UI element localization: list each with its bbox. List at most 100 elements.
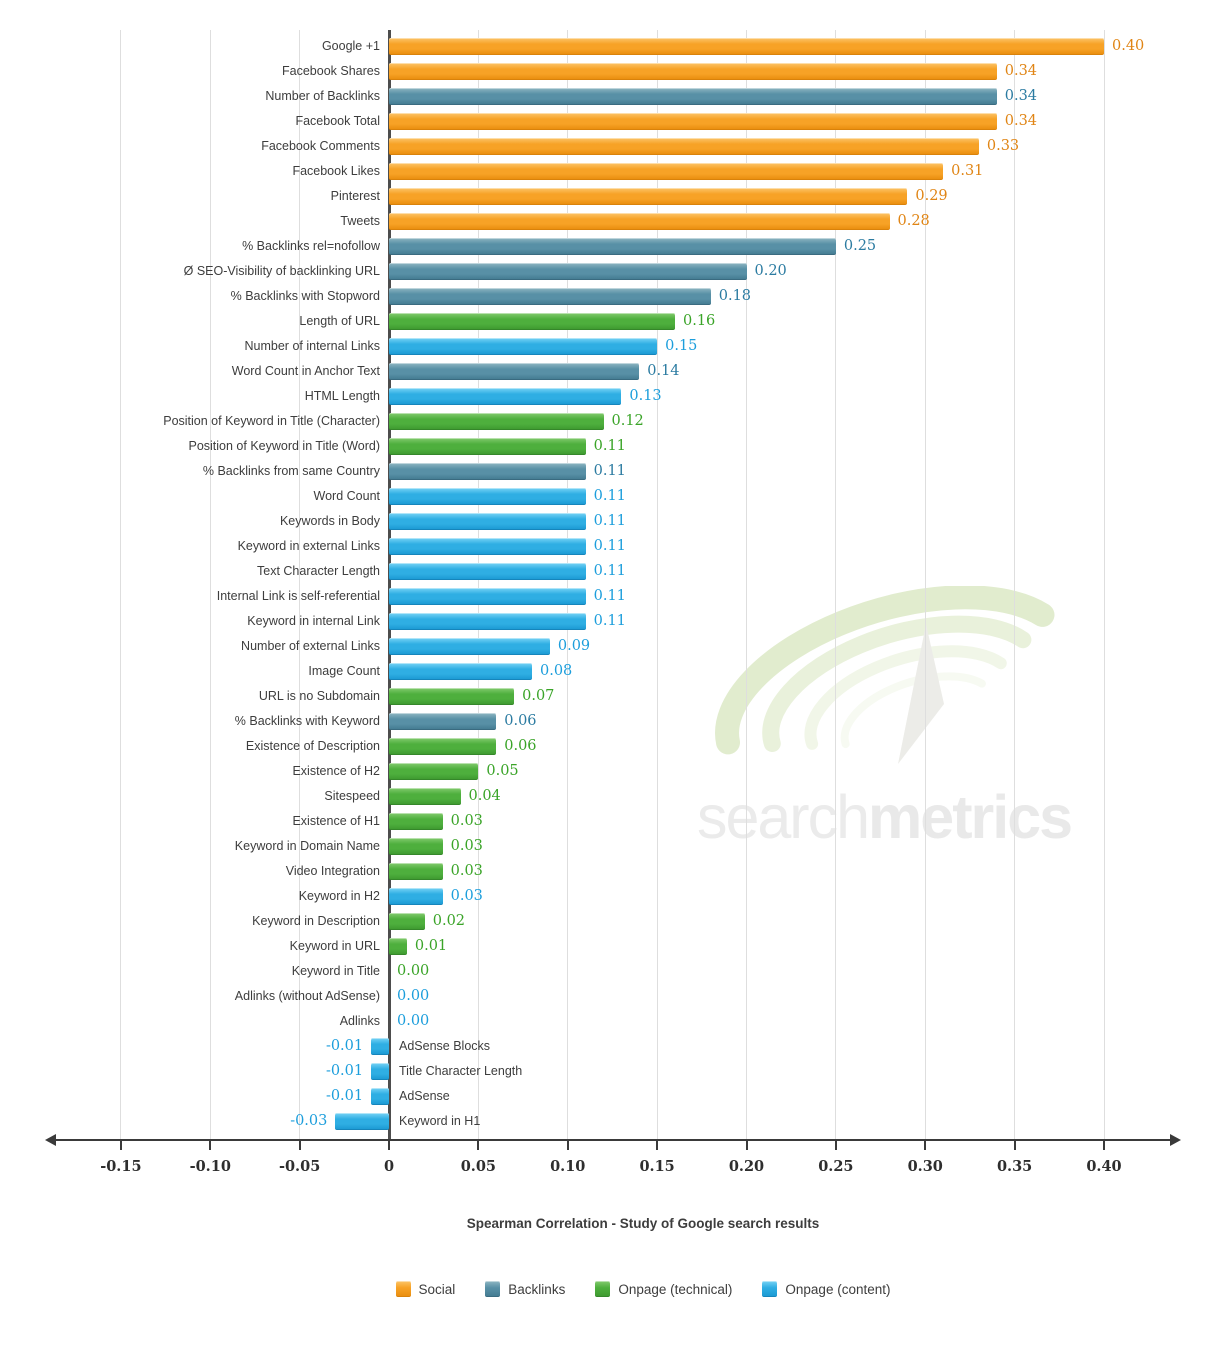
watermark-text-light: search (696, 783, 870, 851)
category-label: Keywords in Body (279, 513, 380, 528)
bar (371, 1062, 389, 1080)
legend-label: Social (418, 1281, 456, 1297)
gridline (1014, 30, 1016, 1139)
category-label: Pinterest (330, 188, 380, 203)
bar (389, 712, 497, 730)
category-label: Position of Keyword in Title (Word) (188, 438, 380, 453)
value-label: 0.34 (1004, 87, 1038, 104)
value-label: 0.13 (629, 387, 662, 404)
x-axis-tick (119, 1140, 122, 1150)
bar (389, 637, 550, 655)
bar (389, 762, 479, 780)
value-label: 0.03 (450, 812, 483, 829)
value-label: -0.01 (325, 1087, 364, 1104)
bar (389, 37, 1104, 55)
bar (389, 437, 586, 455)
value-label: -0.01 (325, 1062, 364, 1079)
bar (389, 512, 586, 530)
value-label: 0.03 (450, 862, 483, 879)
value-label: 0.03 (450, 887, 483, 904)
bar (389, 112, 997, 130)
bar (389, 587, 586, 605)
category-label: Existence of Description (245, 738, 380, 753)
category-label: Number of internal Links (244, 338, 380, 353)
bar (389, 862, 443, 880)
category-label: Facebook Shares (282, 63, 380, 78)
bar (389, 837, 443, 855)
bar (389, 462, 586, 480)
legend-item-onpage_technical: Onpage (technical) (595, 1281, 732, 1297)
value-label: 0.16 (683, 312, 716, 329)
category-label: Number of Backlinks (265, 88, 380, 103)
value-label: 0.11 (593, 587, 626, 604)
x-axis-tick (388, 1140, 390, 1150)
category-label: % Backlinks from same Country (202, 463, 380, 478)
legend-label: Onpage (content) (785, 1281, 891, 1297)
bar (389, 787, 461, 805)
x-axis-tick (745, 1140, 748, 1150)
category-label: Image Count (308, 663, 380, 678)
bar (371, 1087, 389, 1105)
value-label: 0.06 (504, 712, 537, 729)
watermark-text-bold: metrics (868, 783, 1073, 851)
bar (389, 62, 997, 80)
x-axis-tick-label: 0.20 (728, 1158, 765, 1175)
x-axis-tick (656, 1140, 659, 1150)
category-label: Sitespeed (324, 788, 380, 803)
value-label: 0.18 (718, 287, 752, 304)
value-label: 0.11 (593, 562, 626, 579)
bar (389, 912, 425, 930)
bar (389, 737, 497, 755)
legend-label: Onpage (technical) (618, 1281, 733, 1297)
category-label: Facebook Total (295, 113, 380, 128)
category-label: Keyword in external Links (237, 538, 380, 553)
x-axis-tick-label: -0.05 (278, 1158, 321, 1175)
bar (389, 537, 586, 555)
legend-item-onpage_content: Onpage (content) (762, 1281, 890, 1297)
bar (389, 662, 532, 680)
category-label: % Backlinks rel=nofollow (242, 238, 380, 253)
value-label: 0.00 (397, 1012, 430, 1029)
gridline (924, 30, 926, 1139)
legend-item-social: Social (395, 1281, 456, 1297)
category-label: AdSense Blocks (399, 1038, 491, 1053)
gridline (567, 30, 569, 1139)
value-label: 0.04 (468, 787, 501, 804)
value-label: 0.25 (843, 237, 877, 254)
legend-swatch-social (395, 1281, 411, 1297)
x-axis-tick-label: 0.30 (907, 1158, 943, 1175)
x-axis-tick (566, 1140, 569, 1150)
value-label: 0.34 (1004, 62, 1038, 79)
category-label: Text Character Length (257, 563, 380, 578)
bar (389, 337, 658, 355)
bar (389, 887, 443, 905)
category-label: Length of URL (299, 313, 380, 328)
x-axis-tick (1103, 1140, 1105, 1150)
bar (371, 1037, 389, 1055)
value-label: 0.11 (593, 612, 626, 629)
x-axis-tick-label: -0.10 (189, 1158, 231, 1175)
value-label: -0.01 (325, 1037, 364, 1054)
category-label: Facebook Likes (292, 163, 380, 178)
category-label: % Backlinks with Stopword (230, 288, 380, 303)
gridline (835, 30, 837, 1139)
gridline (746, 30, 747, 1139)
value-label: 0.07 (522, 687, 555, 704)
value-label: 0.08 (540, 662, 573, 679)
bar (389, 487, 586, 505)
value-label: 0.11 (593, 512, 626, 529)
x-axis-arrow-right-icon (1170, 1134, 1181, 1146)
bar (389, 137, 979, 155)
value-label: -0.03 (290, 1112, 328, 1129)
x-axis-tick-label: 0.10 (550, 1158, 586, 1175)
category-label: Word Count (313, 488, 380, 503)
bar (389, 387, 622, 405)
legend-swatch-onpage_content (762, 1281, 778, 1297)
zero-axis-line (387, 30, 391, 1139)
x-axis-arrow-left-icon (45, 1134, 56, 1146)
x-axis-tick (209, 1140, 212, 1150)
x-axis-tick (1013, 1140, 1016, 1150)
category-label: URL is no Subdomain (258, 688, 380, 703)
legend: Social Backlinks Onpage (technical) Onpage … (65, 1281, 1221, 1297)
value-label: 0.11 (593, 437, 626, 454)
